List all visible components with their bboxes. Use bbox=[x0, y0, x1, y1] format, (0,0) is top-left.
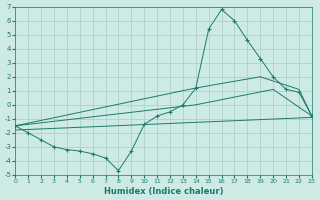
X-axis label: Humidex (Indice chaleur): Humidex (Indice chaleur) bbox=[104, 187, 223, 196]
